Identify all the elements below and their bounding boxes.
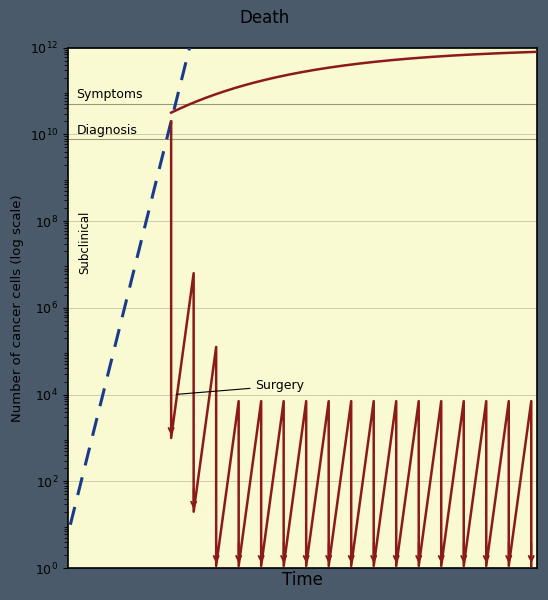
Text: Subclinical: Subclinical [78, 211, 91, 274]
Text: Surgery: Surgery [176, 379, 305, 394]
Text: Diagnosis: Diagnosis [76, 124, 138, 137]
X-axis label: Time: Time [282, 571, 323, 589]
Text: Symptoms: Symptoms [76, 88, 143, 101]
Y-axis label: Number of cancer cells (log scale): Number of cancer cells (log scale) [11, 194, 24, 422]
Text: Death: Death [240, 9, 290, 27]
